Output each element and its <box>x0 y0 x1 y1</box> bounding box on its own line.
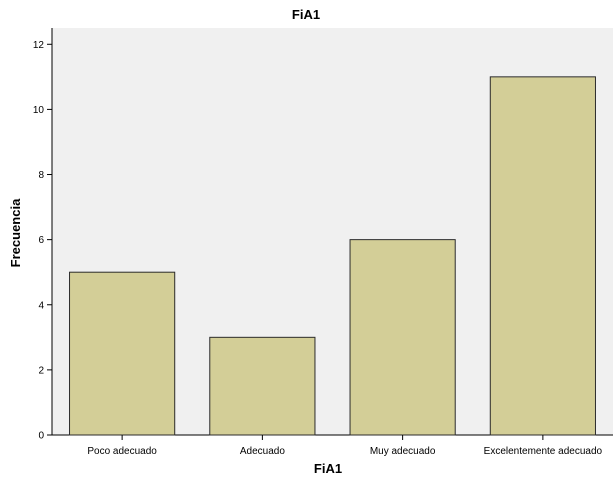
y-tick-label: 10 <box>33 105 45 116</box>
y-axis-ticks: 0 2 4 6 8 10 12 <box>33 40 52 442</box>
y-tick-label: 4 <box>38 300 44 311</box>
y-tick-label: 6 <box>38 235 44 246</box>
bar <box>209 336 316 436</box>
bar <box>349 239 456 436</box>
x-tick-label: Poco adecuado <box>87 446 157 457</box>
x-axis-ticks: Poco adecuado Adecuado Muy adecuado Excelen… <box>87 435 603 457</box>
bars <box>69 76 596 436</box>
chart-title: FiA1 <box>292 7 320 22</box>
y-tick-label: 0 <box>38 431 44 442</box>
y-tick-label: 8 <box>38 170 44 181</box>
y-tick-label: 2 <box>38 365 44 376</box>
x-tick-label: Muy adecuado <box>370 446 436 457</box>
x-axis-title: FiA1 <box>314 461 342 476</box>
x-tick-label: Adecuado <box>240 446 285 457</box>
y-tick-label: 12 <box>33 40 45 51</box>
x-tick-label: Excelentemente adecuado <box>484 446 603 457</box>
y-axis-title: Frecuencia <box>8 198 23 267</box>
bar <box>69 271 176 436</box>
bar <box>489 76 596 436</box>
